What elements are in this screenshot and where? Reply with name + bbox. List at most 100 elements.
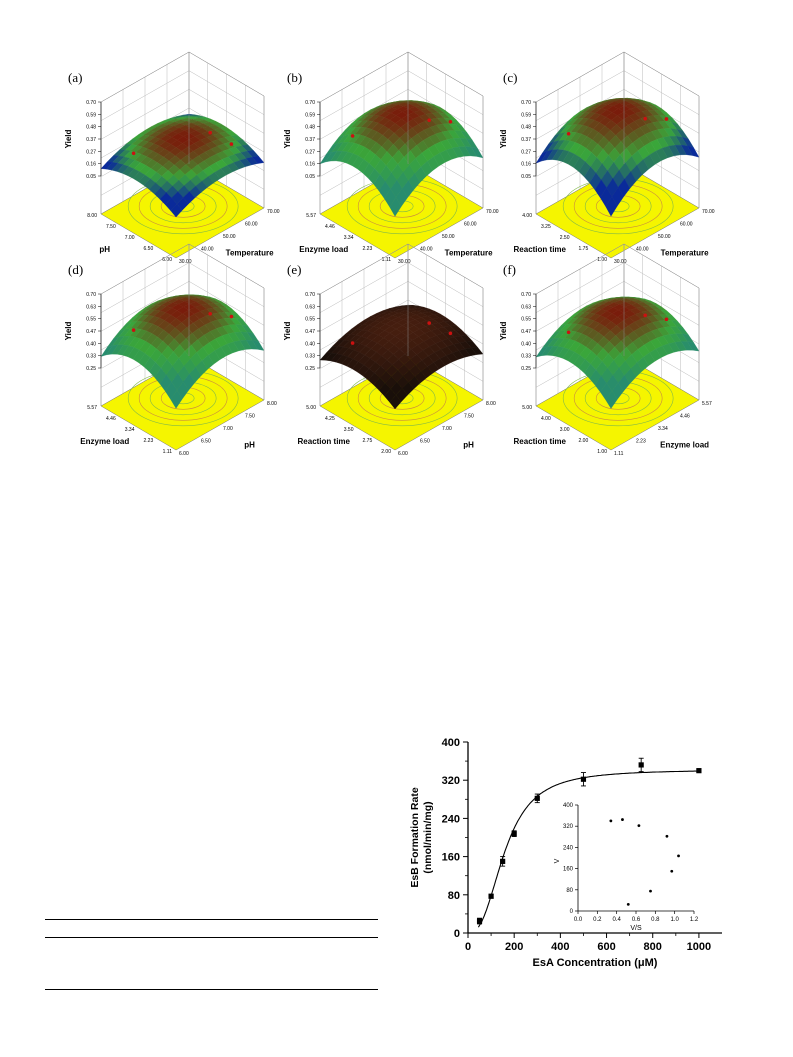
design-point bbox=[566, 330, 571, 335]
y-tick-label: 240 bbox=[442, 813, 460, 825]
z-tick-label: 0.37 bbox=[521, 137, 531, 143]
z-tick-label: 0.55 bbox=[305, 317, 315, 323]
z-tick-label: 0.25 bbox=[305, 366, 315, 372]
left-axis-title: Reaction time bbox=[514, 437, 567, 446]
z-tick-label: 0.59 bbox=[86, 112, 96, 118]
z-tick-label: 0.70 bbox=[86, 100, 96, 106]
right-axis-tick-label: 2.23 bbox=[636, 439, 646, 445]
panel-label: (f) bbox=[503, 262, 516, 277]
z-tick-label: 0.05 bbox=[86, 174, 96, 180]
right-axis-tick-label: 70.00 bbox=[702, 209, 715, 215]
z-tick-label: 0.05 bbox=[305, 174, 315, 180]
surface-plot-svg: 0.70 0.63 0.55 0.47 0.40 0.33 0.25 Yield 5.00 4.2… bbox=[283, 243, 496, 457]
data-marker bbox=[580, 776, 587, 782]
right-axis-tick-label: 70.00 bbox=[267, 209, 280, 215]
z-tick-label: 0.16 bbox=[86, 162, 96, 168]
y-axis-title-units: (nmol/min/mg) bbox=[422, 801, 434, 873]
right-axis-tick-label: 50.00 bbox=[223, 234, 236, 240]
surface-patch bbox=[605, 390, 618, 409]
right-axis-title: pH bbox=[244, 441, 255, 450]
z-tick-label: 0.25 bbox=[521, 366, 531, 372]
panel-label: (c) bbox=[503, 70, 518, 85]
z-tick-label: 0.63 bbox=[521, 304, 531, 310]
inset-x-tick-label: 0.8 bbox=[651, 917, 660, 923]
z-tick-label: 0.55 bbox=[86, 317, 96, 323]
left-axis-tick-label: 1.11 bbox=[163, 449, 173, 455]
surface-patch bbox=[170, 389, 183, 409]
frame-edge bbox=[319, 51, 409, 103]
design-point bbox=[208, 130, 212, 135]
surface-patch bbox=[170, 203, 183, 218]
left-axis-title: Reaction time bbox=[298, 437, 351, 446]
left-axis-tick-label: 1.00 bbox=[597, 449, 607, 455]
y-tick-label: 320 bbox=[442, 775, 460, 787]
right-axis-tick-label: 8.00 bbox=[486, 401, 496, 407]
right-axis-title: Enzyme load bbox=[660, 441, 709, 450]
z-tick-label: 0.59 bbox=[305, 112, 315, 118]
y-axis-title: EsB Formation Rate bbox=[409, 787, 421, 888]
data-marker bbox=[534, 795, 540, 801]
y-tick-label: 160 bbox=[442, 852, 460, 864]
inset-y-tick-label: 160 bbox=[563, 867, 574, 873]
frame-edge bbox=[188, 243, 265, 289]
frame-edge bbox=[319, 243, 409, 295]
design-point bbox=[427, 321, 431, 325]
left-axis-tick-label: 2.50 bbox=[560, 235, 570, 241]
right-axis-tick-label: 3.34 bbox=[658, 426, 668, 432]
z-tick-label: 0.63 bbox=[305, 304, 315, 310]
right-axis-tick-label: 60.00 bbox=[464, 222, 477, 228]
data-marker bbox=[638, 762, 644, 768]
right-axis-tick-label: 5.57 bbox=[702, 401, 712, 407]
wall-gridline bbox=[100, 70, 265, 121]
z-tick-label: 0.16 bbox=[521, 162, 531, 168]
left-axis-title: Reaction time bbox=[514, 245, 567, 254]
right-axis-title: Temperature bbox=[661, 249, 709, 258]
left-axis-tick-label: 5.00 bbox=[306, 405, 316, 411]
design-point bbox=[664, 317, 669, 322]
panel-label: (e) bbox=[287, 262, 302, 277]
surface-plot-svg: 0.70 0.63 0.55 0.47 0.40 0.33 0.25 Yield 5.00 4.0… bbox=[499, 243, 712, 457]
right-axis-tick-label: 6.00 bbox=[398, 451, 408, 457]
panel-label: (d) bbox=[68, 262, 84, 277]
design-point bbox=[208, 312, 212, 316]
inset-x-tick-label: 0.2 bbox=[593, 917, 602, 923]
x-axis-title: EsA Concentration (μM) bbox=[533, 957, 658, 969]
x-tick-label: 600 bbox=[597, 941, 615, 953]
data-point bbox=[511, 830, 517, 837]
inset-x-tick-label: 0.0 bbox=[574, 917, 583, 923]
design-point bbox=[350, 134, 355, 138]
left-axis-title: Enzyme load bbox=[299, 245, 348, 254]
wall-gridline bbox=[319, 51, 484, 103]
x-tick-label: 200 bbox=[505, 941, 523, 953]
table-top-rule bbox=[45, 919, 378, 920]
right-axis-tick-label: 6.50 bbox=[201, 439, 211, 445]
right-axis-tick-label: 30.00 bbox=[398, 259, 411, 265]
z-tick-label: 0.59 bbox=[521, 112, 531, 118]
data-marker bbox=[500, 858, 506, 864]
surface-plot-svg: 0.70 0.63 0.55 0.47 0.40 0.33 0.25 Yield 5.57 4.4… bbox=[64, 243, 277, 457]
right-axis-tick-label: 8.00 bbox=[267, 401, 277, 407]
right-axis-tick-label: 60.00 bbox=[680, 222, 693, 228]
left-axis-tick-label: 2.23 bbox=[144, 438, 154, 444]
z-tick-label: 0.27 bbox=[521, 149, 531, 155]
left-axis-tick-label: 4.00 bbox=[541, 416, 551, 422]
z-tick-label: 0.63 bbox=[86, 304, 96, 310]
surface-plot-svg: 0.70 0.59 0.48 0.37 0.27 0.16 0.05 Yield 5.57 4.4… bbox=[283, 51, 499, 265]
inset-y-tick-label: 80 bbox=[566, 888, 573, 894]
x-tick-label: 0 bbox=[465, 941, 471, 953]
response-surface bbox=[100, 114, 265, 218]
inset-x-tick-label: 0.6 bbox=[632, 917, 641, 923]
z-axis-title: Yield bbox=[64, 129, 73, 148]
frame-edge bbox=[407, 243, 484, 289]
data-point bbox=[488, 893, 494, 899]
z-tick-label: 0.70 bbox=[521, 100, 531, 106]
left-axis-tick-label: 2.00 bbox=[579, 438, 589, 444]
data-point bbox=[500, 856, 506, 867]
z-axis-title: Yield bbox=[283, 321, 292, 340]
inset-y-tick-label: 320 bbox=[563, 824, 574, 830]
left-axis-tick-label: 5.57 bbox=[87, 405, 97, 411]
right-axis-tick-label: 1.11 bbox=[614, 451, 624, 457]
panel-label: (b) bbox=[287, 70, 303, 85]
z-tick-label: 0.33 bbox=[86, 354, 96, 360]
right-axis-tick-label: 6.00 bbox=[179, 451, 189, 457]
